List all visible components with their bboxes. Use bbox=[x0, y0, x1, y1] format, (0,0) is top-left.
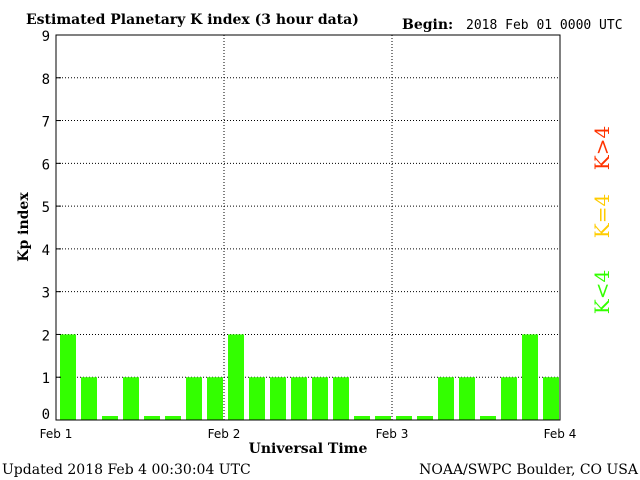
bar bbox=[459, 377, 475, 420]
bar bbox=[480, 416, 496, 420]
bar bbox=[186, 377, 202, 420]
x-tick-label: Feb 1 bbox=[40, 427, 73, 441]
begin-label: Begin: bbox=[402, 17, 453, 33]
bar bbox=[144, 416, 160, 420]
bars bbox=[60, 334, 559, 420]
bar bbox=[228, 334, 244, 420]
bar bbox=[165, 416, 181, 420]
legend-item: K<4 bbox=[590, 270, 614, 314]
bar bbox=[60, 334, 76, 420]
bar bbox=[501, 377, 517, 420]
y-tick-label: 8 bbox=[42, 72, 50, 88]
x-axis-label: Universal Time bbox=[249, 441, 368, 457]
x-tick-label: Feb 4 bbox=[544, 427, 577, 441]
bar bbox=[249, 377, 265, 420]
bar bbox=[438, 377, 454, 420]
bar bbox=[270, 377, 286, 420]
bar bbox=[123, 377, 139, 420]
bar bbox=[81, 377, 97, 420]
chart-title: Estimated Planetary K index (3 hour data… bbox=[26, 12, 359, 28]
y-tick-label: 3 bbox=[42, 286, 50, 302]
y-tick-label: 4 bbox=[42, 243, 50, 259]
bar bbox=[102, 416, 118, 420]
bar bbox=[354, 416, 370, 420]
legend-item: K=4 bbox=[590, 194, 614, 238]
x-tick-label: Feb 2 bbox=[208, 427, 241, 441]
y-tick-label: 7 bbox=[42, 115, 50, 131]
source-credit: NOAA/SWPC Boulder, CO USA bbox=[419, 462, 639, 478]
x-tick-labels: Feb 1 Feb 2 Feb 3 Feb 4 bbox=[40, 427, 577, 441]
y-axis-label: Kp index bbox=[16, 192, 32, 262]
updated-timestamp: Updated 2018 Feb 4 00:30:04 UTC bbox=[2, 462, 251, 478]
bar bbox=[333, 377, 349, 420]
y-tick-label: 9 bbox=[42, 29, 50, 45]
x-tick-label: Feb 3 bbox=[376, 427, 409, 441]
grid-lines bbox=[56, 35, 560, 420]
y-tick-label: 1 bbox=[42, 371, 50, 387]
bar bbox=[312, 377, 328, 420]
legend-item: K>4 bbox=[590, 126, 614, 170]
bar bbox=[375, 416, 391, 420]
y-tick-labels: 0 1 2 3 4 5 6 7 8 9 bbox=[42, 29, 61, 423]
bar bbox=[417, 416, 433, 420]
y-tick-label: 5 bbox=[42, 200, 50, 216]
y-tick-label: 0 bbox=[42, 407, 50, 423]
y-tick-label: 6 bbox=[42, 157, 50, 173]
bar bbox=[291, 377, 307, 420]
bar bbox=[396, 416, 412, 420]
legend: K>4 K=4 K<4 bbox=[590, 126, 614, 314]
bar bbox=[543, 377, 559, 420]
bar bbox=[207, 377, 223, 420]
y-tick-label: 2 bbox=[42, 328, 50, 344]
begin-value: 2018 Feb 01 0000 UTC bbox=[466, 18, 623, 33]
bar bbox=[522, 334, 538, 420]
plot-frame bbox=[55, 34, 561, 421]
